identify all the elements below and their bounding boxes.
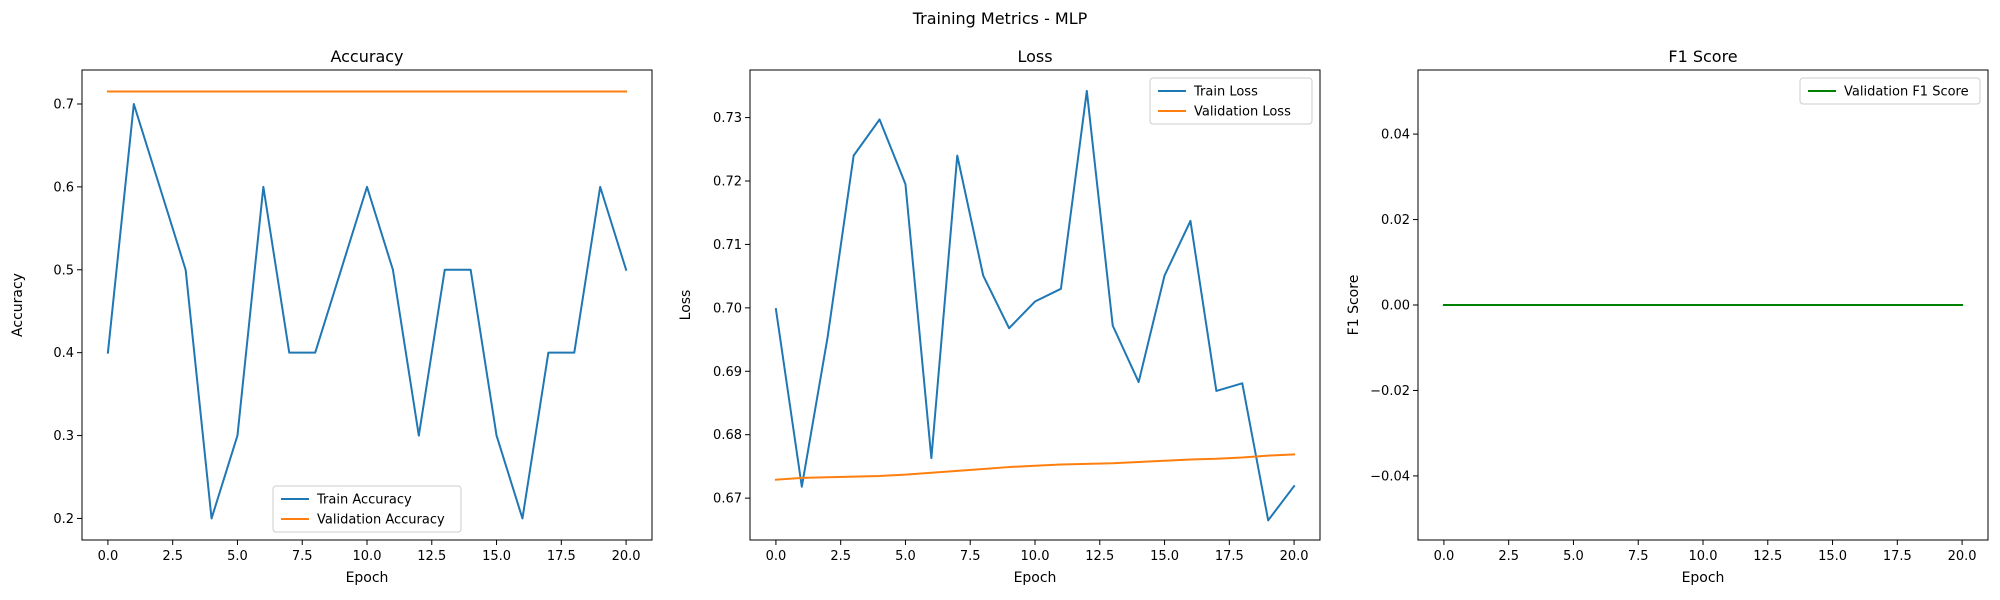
chart-title: Accuracy [330,47,403,66]
x-tick-label: 15.0 [482,549,511,564]
y-tick-label: 0.4 [53,346,74,361]
x-tick-label: 10.0 [1689,549,1718,564]
x-tick-label: 20.0 [1948,549,1977,564]
x-tick-label: 2.5 [162,549,183,564]
chart-title: Loss [1017,47,1052,66]
legend-label: Train Loss [1193,85,1258,100]
x-tick-label: 0.0 [766,549,787,564]
y-axis-label: F1 Score [1346,275,1362,336]
legend-label: Validation F1 Score [1844,85,1969,100]
x-tick-label: 5.0 [227,549,248,564]
x-tick-label: 0.0 [1434,549,1455,564]
x-tick-label: 12.5 [1085,549,1114,564]
y-tick-label: 0.02 [1381,213,1410,228]
legend: Train Loss Validation Loss [1149,77,1313,125]
legend-label: Train Accuracy [316,493,412,508]
chart-panel-2: Loss 0.0 2.5 5.0 7.5 10.0 12.5 15.0 17.5 20.0 0.67… [678,47,1321,586]
legend-box [1149,77,1313,125]
y-axis-label: Accuracy [10,273,26,337]
chart-panel-3: F1 Score 0.0 2.5 5.0 7.5 10.0 12.5 15.0 17.5 20.0… [1346,47,1989,586]
y-tick-label: 0.72 [713,174,742,189]
x-tick-label: 20.0 [612,549,641,564]
x-tick-label: 5.0 [895,549,916,564]
x-axis-label: Epoch [346,570,389,586]
x-tick-label: 12.5 [417,549,446,564]
y-axis-label: Loss [678,290,694,321]
legend-box [1799,77,1981,105]
y-tick-label: 0.3 [53,429,74,444]
x-tick-label: 20.0 [1280,549,1309,564]
plot-frame [749,69,1321,541]
x-axis-label: Epoch [1014,570,1057,586]
x-tick-label: 2.5 [1498,549,1519,564]
y-tick-label: 0.69 [713,365,742,380]
y-tick-label: 0.67 [713,492,742,507]
chart-title: F1 Score [1668,47,1737,66]
x-tick-label: 17.5 [547,549,576,564]
y-tick-label: 0.5 [53,263,74,278]
x-tick-label: 0.0 [98,549,119,564]
x-tick-label: 15.0 [1150,549,1179,564]
legend-box [272,485,462,533]
y-tick-label: 0.2 [53,512,74,527]
x-tick-label: 10.0 [1021,549,1050,564]
y-tick-label: 0.7 [53,97,74,112]
y-tick-label: −0.04 [1370,469,1410,484]
series-line-train-accuracy [106,102,628,520]
legend: Train Accuracy Validation Accuracy [272,485,462,533]
series-line-validation-loss [774,453,1296,481]
chart-panel-1: Accuracy 0.0 2.5 5.0 7.5 10.0 12.5 15.0 17.5 20.0… [10,47,653,586]
series-line-train-loss [774,89,1296,522]
x-tick-label: 12.5 [1753,549,1782,564]
y-tick-label: −0.02 [1370,384,1410,399]
x-tick-label: 2.5 [830,549,851,564]
x-tick-label: 5.0 [1563,549,1584,564]
x-axis-label: Epoch [1682,570,1725,586]
y-tick-label: 0.6 [53,180,74,195]
x-tick-label: 7.5 [292,549,313,564]
y-tick-label: 0.73 [713,111,742,126]
legend-label: Validation Loss [1194,105,1291,120]
x-tick-label: 10.0 [353,549,382,564]
plot-frame [81,69,653,541]
x-tick-label: 7.5 [960,549,981,564]
y-tick-label: 0.00 [1381,299,1410,314]
figure-title: Training Metrics - MLP [912,9,1088,28]
y-tick-label: 0.68 [713,428,742,443]
y-tick-label: 0.04 [1381,128,1410,143]
legend-label: Validation Accuracy [317,513,445,528]
x-tick-label: 7.5 [1628,549,1649,564]
y-tick-label: 0.71 [713,238,742,253]
x-tick-label: 17.5 [1215,549,1244,564]
legend: Validation F1 Score [1799,77,1981,105]
y-tick-label: 0.70 [713,301,742,316]
x-tick-label: 15.0 [1818,549,1847,564]
x-tick-label: 17.5 [1883,549,1912,564]
